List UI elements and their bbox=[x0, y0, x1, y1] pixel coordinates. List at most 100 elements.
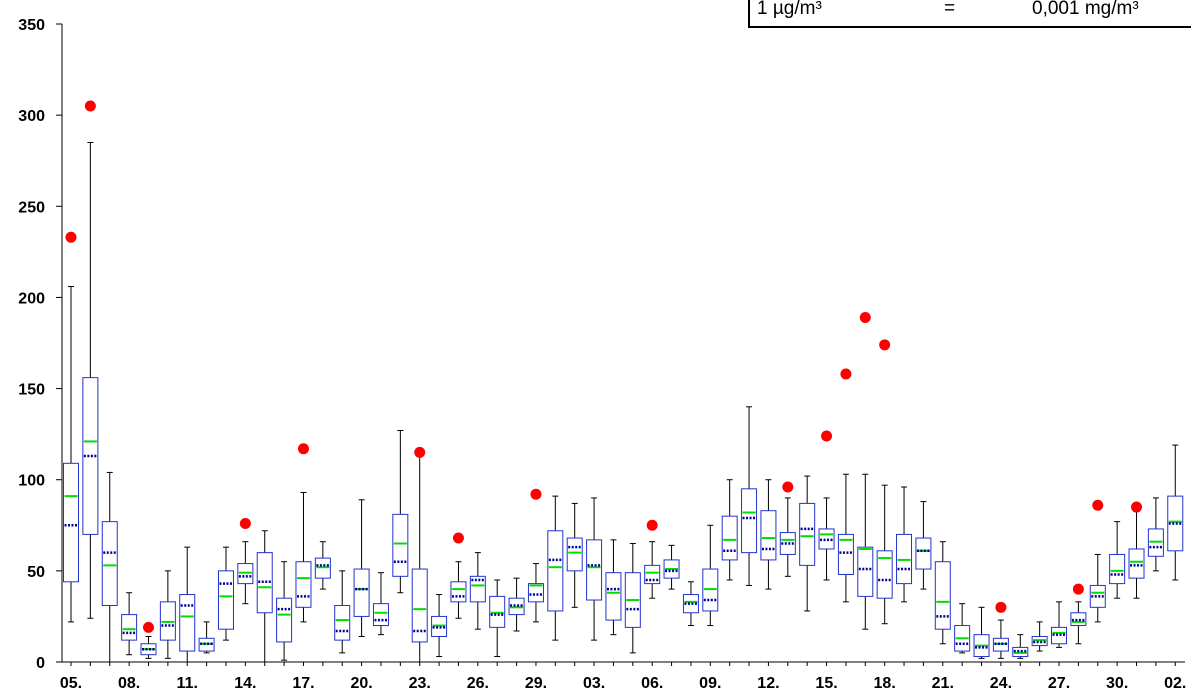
box-iqr bbox=[372, 603, 389, 627]
box-group bbox=[1031, 621, 1048, 652]
box-group bbox=[954, 603, 971, 654]
box-group bbox=[295, 443, 312, 623]
box-iqr bbox=[1051, 626, 1068, 645]
box-group bbox=[586, 497, 603, 641]
box-group bbox=[624, 543, 641, 654]
box-iqr bbox=[682, 594, 699, 614]
box-group bbox=[1012, 634, 1029, 659]
box-iqr bbox=[876, 550, 893, 599]
box-iqr bbox=[411, 568, 428, 643]
y-tick-label: 150 bbox=[18, 382, 45, 399]
x-tick-label: 12. bbox=[757, 675, 779, 692]
unit-box-right: 0,001 mg/m³ bbox=[1032, 0, 1139, 19]
box-iqr bbox=[1089, 584, 1106, 608]
box-iqr bbox=[527, 583, 544, 603]
box-iqr bbox=[779, 532, 796, 555]
x-tick-label: 06. bbox=[641, 675, 663, 692]
y-tick-label: 250 bbox=[18, 199, 45, 216]
box-group bbox=[934, 541, 951, 645]
x-tick-label: 18. bbox=[874, 675, 896, 692]
box-group bbox=[256, 530, 273, 663]
box-group bbox=[314, 541, 331, 590]
max-marker bbox=[414, 446, 426, 458]
max-marker bbox=[1131, 501, 1143, 513]
box-iqr bbox=[857, 546, 874, 597]
box-group bbox=[644, 519, 661, 599]
x-tick-label: 15. bbox=[815, 675, 837, 692]
max-marker bbox=[646, 519, 658, 531]
box-group bbox=[799, 475, 816, 612]
box-group bbox=[140, 621, 157, 659]
box-group bbox=[121, 592, 138, 656]
box-iqr bbox=[644, 564, 661, 585]
x-tick-label: 17. bbox=[292, 675, 314, 692]
x-tick-label: 30. bbox=[1106, 675, 1128, 692]
box-iqr bbox=[915, 537, 932, 570]
box-group bbox=[566, 502, 583, 608]
box-group bbox=[179, 546, 196, 663]
box-iqr bbox=[82, 377, 99, 535]
box-iqr bbox=[1109, 553, 1126, 585]
x-tick-label: 09. bbox=[699, 675, 721, 692]
box-group bbox=[1089, 499, 1106, 623]
box-group bbox=[682, 581, 699, 627]
y-tick-label: 300 bbox=[18, 108, 45, 125]
max-marker bbox=[859, 311, 871, 323]
x-tick-label: 08. bbox=[118, 675, 140, 692]
box-group bbox=[217, 546, 234, 641]
box-iqr bbox=[392, 513, 409, 577]
box-iqr bbox=[63, 462, 79, 583]
box-group bbox=[741, 406, 758, 586]
box-group bbox=[392, 429, 409, 594]
box-group bbox=[489, 579, 506, 658]
y-axis: 0 50 100 150 200 250 300 350 bbox=[18, 17, 63, 672]
box-iqr bbox=[934, 561, 951, 630]
x-tick-label: 26. bbox=[467, 675, 489, 692]
box-iqr bbox=[101, 521, 118, 606]
box-group bbox=[527, 488, 544, 623]
unit-conversion-box: 1 µg/m³ = 0,001 mg/m³ bbox=[748, 0, 1191, 28]
max-marker bbox=[84, 100, 96, 112]
box-group bbox=[372, 572, 389, 636]
box-group bbox=[101, 471, 118, 663]
y-tick-label: 0 bbox=[36, 655, 45, 672]
box-group bbox=[508, 577, 525, 632]
unit-box-left: 1 µg/m³ bbox=[757, 0, 822, 19]
max-marker bbox=[821, 430, 833, 442]
box-group bbox=[663, 544, 680, 590]
y-tick-label: 50 bbox=[27, 564, 45, 581]
box-iqr bbox=[566, 537, 583, 572]
box-iqr bbox=[799, 502, 816, 566]
y-tick-label: 350 bbox=[18, 17, 45, 34]
y-tick-label: 200 bbox=[18, 290, 45, 307]
box-iqr bbox=[276, 597, 293, 643]
max-marker bbox=[65, 231, 77, 243]
y-tick-label: 100 bbox=[18, 473, 45, 490]
box-iqr bbox=[741, 488, 758, 554]
box-iqr bbox=[1167, 495, 1184, 552]
max-marker bbox=[530, 488, 542, 500]
box-iqr bbox=[179, 594, 196, 652]
box-iqr bbox=[450, 581, 467, 603]
x-tick-label: 11. bbox=[177, 675, 198, 692]
box-group bbox=[702, 524, 719, 627]
unit-box-equals: = bbox=[944, 0, 955, 19]
box-group bbox=[915, 501, 932, 590]
max-marker bbox=[297, 443, 309, 455]
x-tick-label: 05. bbox=[60, 675, 82, 692]
max-marker bbox=[142, 621, 154, 633]
max-marker bbox=[1072, 583, 1084, 595]
box-group bbox=[431, 594, 448, 658]
box-group bbox=[837, 368, 854, 603]
max-marker bbox=[452, 532, 464, 544]
x-tick-label: 03. bbox=[583, 675, 605, 692]
box-group bbox=[63, 231, 79, 623]
box-iqr bbox=[469, 575, 486, 603]
max-marker bbox=[995, 601, 1007, 613]
box-group bbox=[857, 311, 874, 630]
box-group bbox=[1070, 583, 1087, 645]
box-group bbox=[760, 479, 777, 590]
box-group bbox=[159, 570, 176, 659]
box-group bbox=[992, 601, 1009, 659]
